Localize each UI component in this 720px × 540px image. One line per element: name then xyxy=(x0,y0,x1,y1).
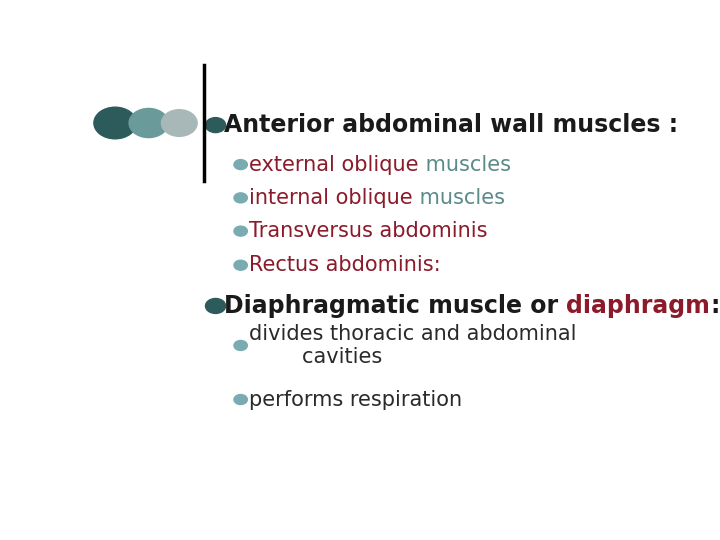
Text: :: : xyxy=(710,294,719,318)
Text: muscles: muscles xyxy=(418,154,510,174)
Circle shape xyxy=(94,107,136,139)
Text: Anterior abdominal wall muscles :: Anterior abdominal wall muscles : xyxy=(224,113,678,137)
Circle shape xyxy=(234,395,248,404)
Text: Diaphragmatic muscle or: Diaphragmatic muscle or xyxy=(224,294,567,318)
Text: divides thoracic and abdominal
        cavities: divides thoracic and abdominal cavities xyxy=(249,324,577,367)
Circle shape xyxy=(234,193,248,203)
Text: external oblique: external oblique xyxy=(249,154,418,174)
Circle shape xyxy=(234,260,248,270)
Circle shape xyxy=(234,226,248,236)
Circle shape xyxy=(161,110,197,136)
Circle shape xyxy=(205,299,225,313)
Text: Transversus abdominis: Transversus abdominis xyxy=(249,221,487,241)
Circle shape xyxy=(234,341,248,350)
Circle shape xyxy=(234,160,248,170)
Text: Rectus abdominis:: Rectus abdominis: xyxy=(249,255,441,275)
Text: muscles: muscles xyxy=(413,188,505,208)
Text: diaphragm: diaphragm xyxy=(567,294,710,318)
Circle shape xyxy=(205,118,225,133)
Text: performs respiration: performs respiration xyxy=(249,389,462,409)
Circle shape xyxy=(129,109,168,138)
Text: internal oblique: internal oblique xyxy=(249,188,413,208)
